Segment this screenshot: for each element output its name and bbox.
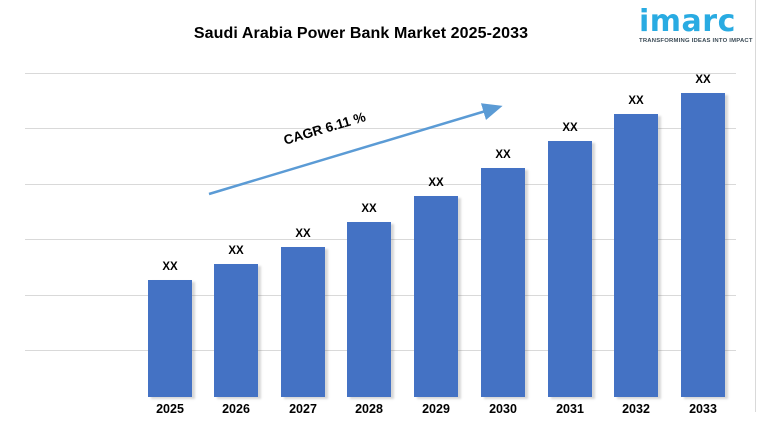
imarc-logo-tagline: TRANSFORMING IDEAS INTO IMPACT <box>639 38 753 44</box>
imarc-logo: imarc TRANSFORMING IDEAS INTO IMPACT <box>639 4 753 44</box>
value-label-2029: XX <box>428 177 444 189</box>
category-label-2027: 2027 <box>289 402 317 416</box>
chart-title: Saudi Arabia Power Bank Market 2025-2033 <box>193 25 529 42</box>
bar-2026 <box>214 264 258 397</box>
value-label-2026: XX <box>228 245 244 257</box>
bar-2030 <box>481 168 525 397</box>
value-label-2033: XX <box>695 74 711 86</box>
bar-2033 <box>681 93 725 397</box>
category-label-2031: 2031 <box>556 402 584 416</box>
bar-2032 <box>614 114 658 397</box>
category-label-2032: 2032 <box>622 402 650 416</box>
category-label-2030: 2030 <box>489 402 517 416</box>
category-label-2025: 2025 <box>156 402 184 416</box>
value-label-2027: XX <box>295 228 311 240</box>
gridline <box>25 73 736 74</box>
bar-2029 <box>414 196 458 397</box>
value-label-2028: XX <box>361 203 377 215</box>
category-label-2029: 2029 <box>422 402 450 416</box>
category-label-2033: 2033 <box>689 402 717 416</box>
category-label-2028: 2028 <box>355 402 383 416</box>
chart-right-border <box>755 0 756 412</box>
value-label-2031: XX <box>562 122 578 134</box>
bar-2027 <box>281 247 325 397</box>
imarc-logo-wordmark: imarc <box>639 4 736 39</box>
value-label-2030: XX <box>495 149 511 161</box>
value-label-2025: XX <box>162 261 178 273</box>
bar-2031 <box>548 141 592 397</box>
value-label-2032: XX <box>628 95 644 107</box>
bar-2028 <box>347 222 391 397</box>
category-label-2026: 2026 <box>222 402 250 416</box>
bar-2025 <box>148 280 192 397</box>
